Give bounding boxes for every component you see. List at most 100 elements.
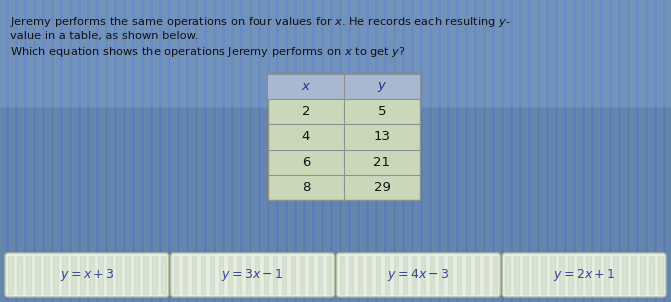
Bar xyxy=(27,0,32,107)
Bar xyxy=(603,0,607,302)
Bar xyxy=(201,256,205,294)
Bar xyxy=(135,0,140,302)
Bar xyxy=(279,0,284,302)
Bar xyxy=(639,0,643,107)
Bar xyxy=(315,0,319,302)
Bar xyxy=(456,256,461,294)
Bar xyxy=(243,0,248,107)
Bar xyxy=(622,256,627,294)
Bar xyxy=(351,0,356,302)
Bar xyxy=(360,0,364,107)
Bar xyxy=(99,0,103,302)
Bar xyxy=(45,0,50,107)
Bar xyxy=(99,0,103,107)
Bar xyxy=(630,0,635,302)
Text: Which equation shows the operations Jeremy performs on $x$ to get $y$?: Which equation shows the operations Jere… xyxy=(10,45,406,59)
Text: 8: 8 xyxy=(302,181,310,194)
Bar xyxy=(243,0,248,302)
Bar xyxy=(180,0,185,107)
Bar xyxy=(414,0,419,107)
Bar xyxy=(468,0,472,107)
Bar xyxy=(306,0,311,302)
Bar xyxy=(153,0,158,302)
Bar xyxy=(648,0,652,107)
Bar xyxy=(162,0,166,302)
Bar xyxy=(568,256,573,294)
Bar xyxy=(513,0,517,302)
Bar xyxy=(0,0,5,302)
Bar xyxy=(369,0,374,107)
Bar xyxy=(18,0,23,107)
Bar xyxy=(612,0,617,302)
Text: $y = x + 3$: $y = x + 3$ xyxy=(60,267,114,283)
Bar xyxy=(54,0,58,107)
Bar xyxy=(216,0,221,107)
Bar xyxy=(585,0,590,302)
Bar xyxy=(621,0,625,107)
Bar xyxy=(216,0,221,302)
Text: $y = 2x + 1$: $y = 2x + 1$ xyxy=(553,267,615,283)
Bar xyxy=(484,256,488,294)
Bar xyxy=(396,0,401,107)
Bar xyxy=(152,256,156,294)
Bar xyxy=(549,0,554,107)
Bar xyxy=(264,256,268,294)
Bar xyxy=(541,256,546,294)
Bar xyxy=(306,0,311,107)
Bar xyxy=(189,0,193,107)
Bar xyxy=(369,0,374,302)
Bar xyxy=(411,256,416,294)
Bar xyxy=(116,256,121,294)
Bar xyxy=(405,0,409,302)
Bar xyxy=(135,0,140,107)
Bar xyxy=(291,256,295,294)
Bar xyxy=(315,0,319,107)
Bar xyxy=(81,0,85,107)
Bar xyxy=(210,256,214,294)
Bar xyxy=(495,0,499,302)
Bar xyxy=(586,256,590,294)
Bar xyxy=(270,0,274,107)
Bar xyxy=(486,0,491,302)
Bar xyxy=(71,256,76,294)
Bar xyxy=(126,0,130,107)
Bar xyxy=(423,0,427,107)
Text: 29: 29 xyxy=(374,181,391,194)
Bar xyxy=(658,256,663,294)
Bar xyxy=(549,0,554,302)
Bar xyxy=(366,256,371,294)
Bar xyxy=(297,0,301,302)
Bar xyxy=(432,0,437,107)
Bar xyxy=(300,256,304,294)
Bar xyxy=(666,0,670,302)
Bar xyxy=(594,0,599,302)
Bar xyxy=(234,0,238,107)
Bar xyxy=(504,0,509,107)
FancyBboxPatch shape xyxy=(268,74,420,99)
Bar xyxy=(17,256,21,294)
Bar xyxy=(612,0,617,107)
Text: 6: 6 xyxy=(302,156,310,169)
Bar xyxy=(493,256,497,294)
Bar xyxy=(657,0,662,302)
Bar xyxy=(450,0,454,107)
Bar xyxy=(198,0,203,107)
Bar xyxy=(477,0,482,107)
Bar xyxy=(8,256,13,294)
Bar xyxy=(162,0,166,107)
Bar xyxy=(174,256,178,294)
Bar xyxy=(613,256,618,294)
Bar xyxy=(171,0,176,302)
Bar xyxy=(342,0,346,302)
Bar xyxy=(45,0,50,302)
Bar xyxy=(657,0,662,107)
Bar xyxy=(441,0,446,302)
Bar xyxy=(504,0,509,302)
Bar xyxy=(72,0,76,302)
Text: 21: 21 xyxy=(374,156,391,169)
Bar xyxy=(144,0,148,107)
FancyBboxPatch shape xyxy=(503,253,666,297)
Bar xyxy=(237,256,242,294)
Bar xyxy=(378,0,382,107)
Bar xyxy=(358,256,362,294)
